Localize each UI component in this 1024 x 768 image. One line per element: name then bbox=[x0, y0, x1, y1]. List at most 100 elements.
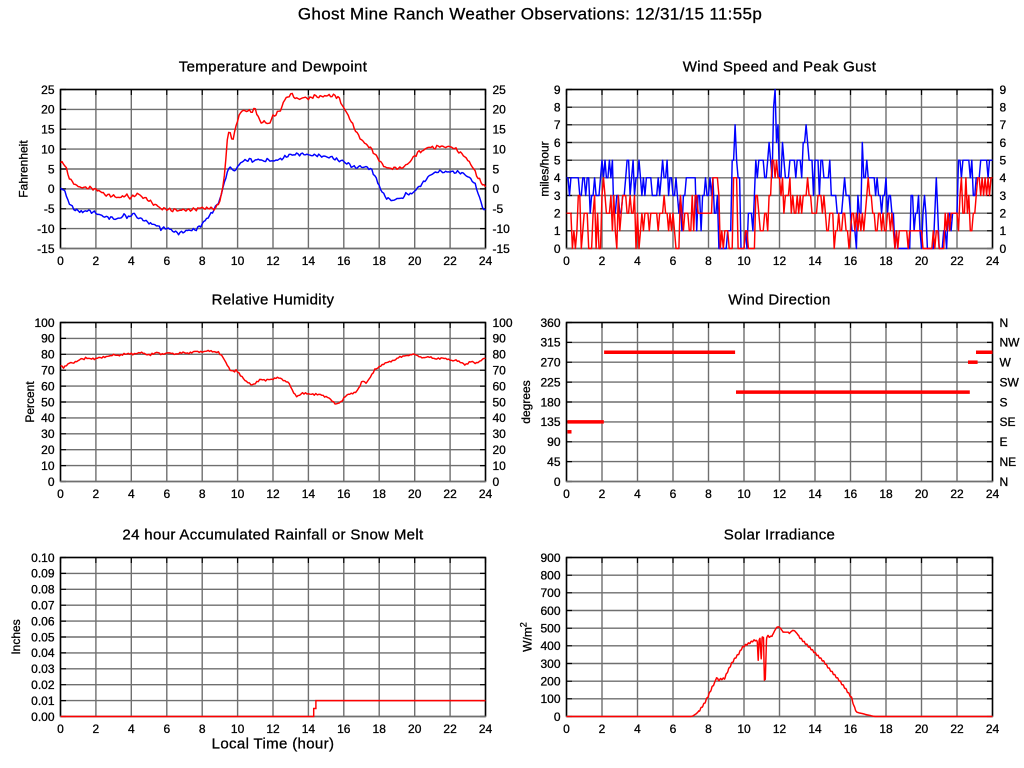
svg-text:5: 5 bbox=[554, 154, 561, 168]
svg-text:0.00: 0.00 bbox=[31, 710, 55, 724]
svg-text:100: 100 bbox=[493, 316, 513, 330]
svg-text:20: 20 bbox=[493, 103, 507, 117]
svg-text:12: 12 bbox=[773, 722, 787, 736]
svg-text:6: 6 bbox=[163, 722, 170, 736]
svg-text:0.01: 0.01 bbox=[31, 694, 55, 708]
svg-text:15: 15 bbox=[493, 123, 507, 137]
svg-text:N: N bbox=[1000, 316, 1009, 330]
svg-text:6: 6 bbox=[670, 722, 677, 736]
svg-text:24: 24 bbox=[479, 487, 493, 501]
svg-text:2: 2 bbox=[93, 487, 100, 501]
svg-text:800: 800 bbox=[540, 569, 560, 583]
svg-text:8: 8 bbox=[1000, 101, 1007, 115]
svg-text:3: 3 bbox=[554, 189, 561, 203]
svg-text:-5: -5 bbox=[44, 202, 55, 216]
svg-text:70: 70 bbox=[41, 364, 55, 378]
svg-text:SW: SW bbox=[1000, 375, 1020, 389]
svg-text:Local Time (hour): Local Time (hour) bbox=[212, 736, 335, 753]
svg-text:0: 0 bbox=[48, 182, 55, 196]
svg-text:SE: SE bbox=[1000, 415, 1016, 429]
svg-text:22: 22 bbox=[443, 487, 457, 501]
svg-text:16: 16 bbox=[844, 722, 858, 736]
svg-text:22: 22 bbox=[950, 487, 964, 501]
svg-text:18: 18 bbox=[879, 722, 893, 736]
svg-text:24: 24 bbox=[479, 254, 493, 268]
svg-text:12: 12 bbox=[266, 254, 280, 268]
svg-text:Wind Direction: Wind Direction bbox=[728, 292, 830, 309]
svg-text:20: 20 bbox=[915, 254, 929, 268]
svg-text:100: 100 bbox=[540, 692, 560, 706]
svg-text:Percent: Percent bbox=[23, 381, 37, 423]
svg-text:4: 4 bbox=[634, 722, 641, 736]
svg-text:22: 22 bbox=[443, 254, 457, 268]
svg-text:2: 2 bbox=[93, 254, 100, 268]
svg-text:2: 2 bbox=[1000, 207, 1007, 221]
svg-text:0: 0 bbox=[493, 182, 500, 196]
svg-text:14: 14 bbox=[302, 722, 316, 736]
svg-text:12: 12 bbox=[773, 487, 787, 501]
svg-text:6: 6 bbox=[1000, 136, 1007, 150]
svg-text:10: 10 bbox=[41, 142, 55, 156]
svg-text:20: 20 bbox=[408, 722, 422, 736]
svg-text:20: 20 bbox=[493, 443, 507, 457]
svg-text:10: 10 bbox=[737, 722, 751, 736]
svg-text:8: 8 bbox=[554, 101, 561, 115]
svg-text:0.02: 0.02 bbox=[31, 678, 55, 692]
svg-text:E: E bbox=[1000, 435, 1008, 449]
svg-text:10: 10 bbox=[231, 487, 245, 501]
svg-text:24 hour Accumulated Rainfall o: 24 hour Accumulated Rainfall or Snow Mel… bbox=[122, 527, 424, 544]
svg-text:0: 0 bbox=[57, 722, 64, 736]
svg-text:3: 3 bbox=[1000, 189, 1007, 203]
svg-text:20: 20 bbox=[915, 722, 929, 736]
svg-text:135: 135 bbox=[540, 415, 560, 429]
svg-text:90: 90 bbox=[547, 435, 561, 449]
svg-text:70: 70 bbox=[493, 364, 507, 378]
svg-text:-15: -15 bbox=[493, 242, 511, 256]
svg-text:10: 10 bbox=[737, 487, 751, 501]
svg-text:14: 14 bbox=[808, 722, 822, 736]
svg-text:10: 10 bbox=[231, 254, 245, 268]
svg-text:25: 25 bbox=[493, 83, 507, 97]
svg-text:180: 180 bbox=[540, 395, 560, 409]
svg-text:5: 5 bbox=[493, 162, 500, 176]
svg-text:100: 100 bbox=[34, 316, 54, 330]
svg-text:NW: NW bbox=[1000, 336, 1021, 350]
svg-text:2: 2 bbox=[599, 254, 606, 268]
svg-text:miles/hour: miles/hour bbox=[538, 141, 552, 196]
svg-text:0: 0 bbox=[563, 487, 570, 501]
svg-text:12: 12 bbox=[773, 254, 787, 268]
svg-text:14: 14 bbox=[302, 487, 316, 501]
svg-text:-10: -10 bbox=[493, 222, 511, 236]
svg-text:16: 16 bbox=[337, 487, 351, 501]
svg-text:Relative Humidity: Relative Humidity bbox=[212, 292, 335, 309]
svg-text:12: 12 bbox=[266, 487, 280, 501]
svg-text:8: 8 bbox=[199, 254, 206, 268]
svg-text:0.05: 0.05 bbox=[31, 630, 55, 644]
svg-text:Solar Irradiance: Solar Irradiance bbox=[724, 527, 836, 544]
svg-text:degrees: degrees bbox=[519, 380, 533, 423]
svg-text:22: 22 bbox=[443, 722, 457, 736]
svg-text:14: 14 bbox=[808, 487, 822, 501]
svg-text:0.09: 0.09 bbox=[31, 567, 55, 581]
svg-text:10: 10 bbox=[41, 459, 55, 473]
svg-text:4: 4 bbox=[554, 171, 561, 185]
svg-text:30: 30 bbox=[493, 427, 507, 441]
svg-text:0: 0 bbox=[554, 475, 561, 489]
svg-text:6: 6 bbox=[554, 136, 561, 150]
svg-text:6: 6 bbox=[163, 254, 170, 268]
svg-text:0.10: 0.10 bbox=[31, 551, 55, 565]
svg-text:0: 0 bbox=[48, 475, 55, 489]
svg-text:50: 50 bbox=[41, 395, 55, 409]
svg-text:10: 10 bbox=[737, 254, 751, 268]
svg-text:18: 18 bbox=[373, 254, 387, 268]
svg-text:8: 8 bbox=[705, 487, 712, 501]
svg-text:22: 22 bbox=[950, 254, 964, 268]
svg-text:14: 14 bbox=[808, 254, 822, 268]
svg-text:Inches: Inches bbox=[9, 619, 23, 654]
svg-text:0: 0 bbox=[554, 242, 561, 256]
svg-text:Fahrenheit: Fahrenheit bbox=[17, 140, 31, 198]
svg-text:600: 600 bbox=[540, 604, 560, 618]
svg-text:300: 300 bbox=[540, 657, 560, 671]
svg-text:Wind Speed and Peak Gust: Wind Speed and Peak Gust bbox=[683, 59, 877, 76]
svg-text:10: 10 bbox=[493, 142, 507, 156]
